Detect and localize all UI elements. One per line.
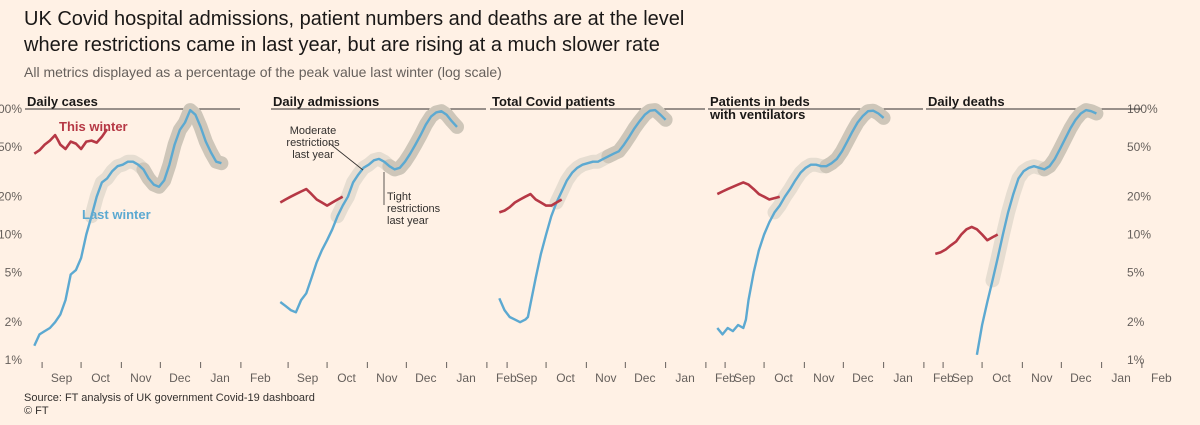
panel-2: Daily admissions Sep Oct Nov Dec Jan Feb Modera… <box>271 94 517 385</box>
annotation-moderate-leader <box>328 142 364 171</box>
y-tick-label-left: 5% <box>5 265 23 279</box>
x-tick-label: Dec <box>852 371 873 385</box>
panel-title: Daily deaths <box>928 94 1005 109</box>
annotation-moderate: restrictions <box>286 137 340 149</box>
chart-subtitle: All metrics displayed as a percentage of… <box>24 64 502 80</box>
restriction-band-tight <box>819 103 891 174</box>
x-tick-label: Nov <box>595 371 616 385</box>
chart-title-line1: UK Covid hospital admissions, patient nu… <box>24 8 685 30</box>
x-tick-label: Dec <box>1070 371 1091 385</box>
x-tick-label: Dec <box>634 371 655 385</box>
y-tick-label-right: 5% <box>1127 265 1145 279</box>
panel-1: Daily cases Sep Oct Nov Dec Jan Feb This winter… <box>25 94 271 385</box>
x-tick-label: Jan <box>456 371 475 385</box>
x-tick-label: Nov <box>376 371 397 385</box>
panel-title: Daily admissions <box>273 94 379 109</box>
line-last-winter <box>498 108 667 324</box>
line-this-winter <box>33 128 109 155</box>
panel-title: Patients in beds <box>710 94 810 109</box>
x-tick-label: Oct <box>556 371 575 385</box>
line-this-winter <box>279 187 344 207</box>
y-tick-label-left: 50% <box>0 140 22 154</box>
x-tick-label: Sep <box>297 371 319 385</box>
x-tick-label: Jan <box>210 371 229 385</box>
restriction-band-tight <box>601 103 673 164</box>
y-tick-label-right: 1% <box>1127 353 1145 367</box>
line-last-winter <box>279 110 458 314</box>
x-tick-label: Nov <box>130 371 151 385</box>
line-last-winter <box>33 108 222 347</box>
source-note: Source: FT analysis of UK government Cov… <box>24 392 315 404</box>
x-tick-label: Feb <box>1151 371 1172 385</box>
line-last-winter <box>975 108 1097 356</box>
x-tick-label: Sep <box>734 371 756 385</box>
line-this-winter <box>934 225 999 256</box>
x-tick-label: Feb <box>250 371 271 385</box>
line-last-winter <box>716 109 885 336</box>
x-tick-label: Jan <box>1111 371 1130 385</box>
x-tick-label: Nov <box>1031 371 1052 385</box>
restriction-band-tight <box>382 104 464 177</box>
x-tick-label: Jan <box>893 371 912 385</box>
x-tick-label: Oct <box>337 371 356 385</box>
ft-credit: © FT <box>24 405 49 417</box>
y-tick-label-left: 20% <box>0 190 22 204</box>
x-tick-label: Feb <box>933 371 954 385</box>
x-tick-label: Oct <box>992 371 1011 385</box>
y-tick-label-right: 10% <box>1127 228 1151 242</box>
label-last-winter: Last winter <box>82 207 151 222</box>
line-this-winter <box>716 181 781 201</box>
y-tick-label-left: 1% <box>5 353 23 367</box>
panel-3: Total Covid patients Sep Oct Nov Dec Jan Feb <box>490 94 736 385</box>
y-tick-label-right: 50% <box>1127 140 1151 154</box>
panel-title-line2: with ventilators <box>709 107 805 122</box>
line-this-winter <box>498 192 563 214</box>
footer: Source: FT analysis of UK government Cov… <box>24 392 315 418</box>
x-tick-label: Oct <box>774 371 793 385</box>
chart-title-line2: where restrictions came in last year, bu… <box>24 34 660 56</box>
label-this-winter: This winter <box>59 119 128 134</box>
annotation-moderate: Moderate <box>290 125 336 137</box>
annotation-tight: Tight <box>387 191 411 203</box>
x-tick-label: Feb <box>715 371 736 385</box>
annotation-moderate: last year <box>292 149 334 161</box>
y-tick-label-right: 100% <box>1127 102 1158 116</box>
x-tick-label: Sep <box>516 371 538 385</box>
x-tick-label: Feb <box>496 371 517 385</box>
panel-title: Total Covid patients <box>492 94 615 109</box>
panel-5: Daily deaths Sep Oct Nov Dec Jan Feb <box>926 94 1172 385</box>
y-tick-label-right: 20% <box>1127 190 1151 204</box>
panel-title: Daily cases <box>27 94 98 109</box>
x-tick-label: Dec <box>169 371 190 385</box>
x-tick-label: Jan <box>675 371 694 385</box>
y-tick-label-left: 10% <box>0 228 22 242</box>
x-tick-label: Sep <box>952 371 974 385</box>
x-tick-label: Oct <box>91 371 110 385</box>
x-tick-label: Dec <box>415 371 436 385</box>
restriction-band-moderate <box>985 159 1057 288</box>
y-tick-label-right: 2% <box>1127 315 1145 329</box>
y-tick-label-left: 2% <box>5 315 23 329</box>
x-tick-label: Sep <box>51 371 73 385</box>
chart-title: UK Covid hospital admissions, patient nu… <box>24 6 684 58</box>
annotation-tight: restrictions <box>387 203 441 215</box>
annotation-tight: last year <box>387 215 429 227</box>
x-tick-label: Nov <box>813 371 834 385</box>
y-tick-label-left: 100% <box>0 102 22 116</box>
